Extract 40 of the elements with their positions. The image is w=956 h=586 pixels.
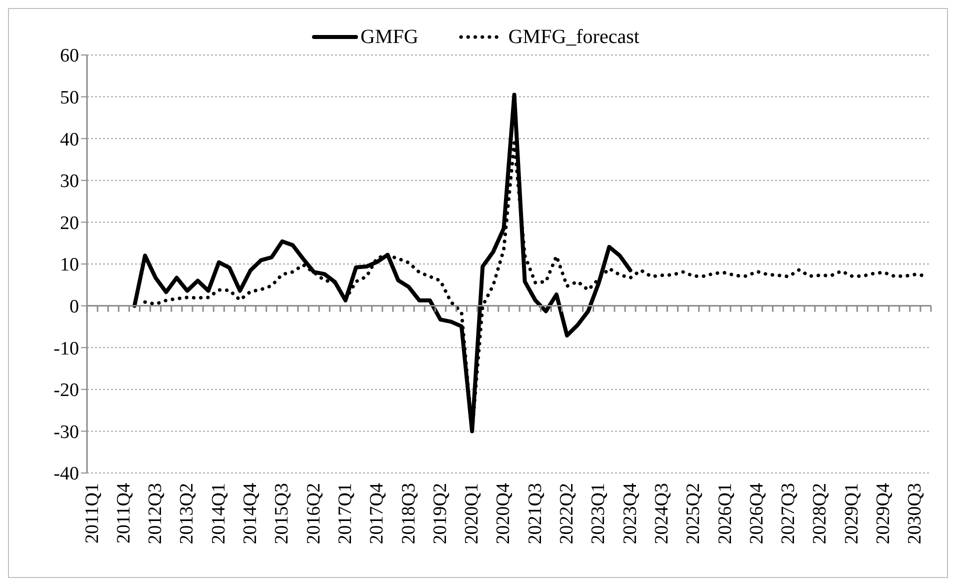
x-tick-label: 2025Q2 [683,483,704,544]
x-tick-label: 2014Q1 [208,483,230,544]
x-tick-label: 2029Q1 [841,483,862,544]
x-tick-label: 2011Q1 [82,483,103,544]
x-tick-label: 2020Q4 [493,482,514,544]
x-tick-label: 2022Q2 [556,483,578,544]
legend-label: GMFG_forecast [508,26,640,48]
x-tick-label: 2020Q1 [462,483,483,544]
x-tick-label: 2021Q3 [524,483,546,544]
y-tick-label: 30 [60,171,79,192]
x-tick-label: 2027Q3 [778,483,800,544]
x-tick-label: 2015Q3 [272,483,293,544]
x-tick-label: 2017Q4 [366,482,388,544]
x-tick-label: 2016Q2 [303,483,324,544]
x-tick-label: 2013Q2 [176,483,198,544]
legend-label: GMFG [360,26,418,48]
y-tick-label: 0 [70,296,79,318]
x-tick-label: 2023Q4 [620,482,641,544]
x-tick-label: 2018Q3 [398,483,420,544]
x-tick-label: 2026Q4 [746,482,768,544]
x-tick-label: 2014Q4 [240,482,262,544]
y-tick-label: 20 [60,212,79,234]
x-tick-label: 2019Q2 [430,483,451,544]
x-tick-label: 2026Q1 [714,483,736,544]
x-tick-label: 2028Q2 [810,483,831,544]
x-tick-label: 2023Q1 [588,483,610,544]
y-tick-label: -10 [54,338,79,360]
y-tick-label: 40 [60,129,79,150]
y-tick-label: -30 [54,422,79,443]
y-tick-label: 60 [60,46,79,67]
x-tick-label: 2024Q3 [651,483,672,544]
y-tick-label: -20 [54,380,79,402]
x-tick-label: 2029Q4 [873,482,894,544]
x-tick-label: 2011Q4 [113,482,134,544]
x-tick-label: 2030Q3 [904,483,926,544]
y-tick-label: 50 [60,88,79,109]
y-tick-label: 10 [60,254,79,276]
x-tick-label: 2017Q1 [334,483,356,544]
y-tick-label: -40 [54,464,79,485]
x-tick-label: 2012Q3 [145,483,166,544]
